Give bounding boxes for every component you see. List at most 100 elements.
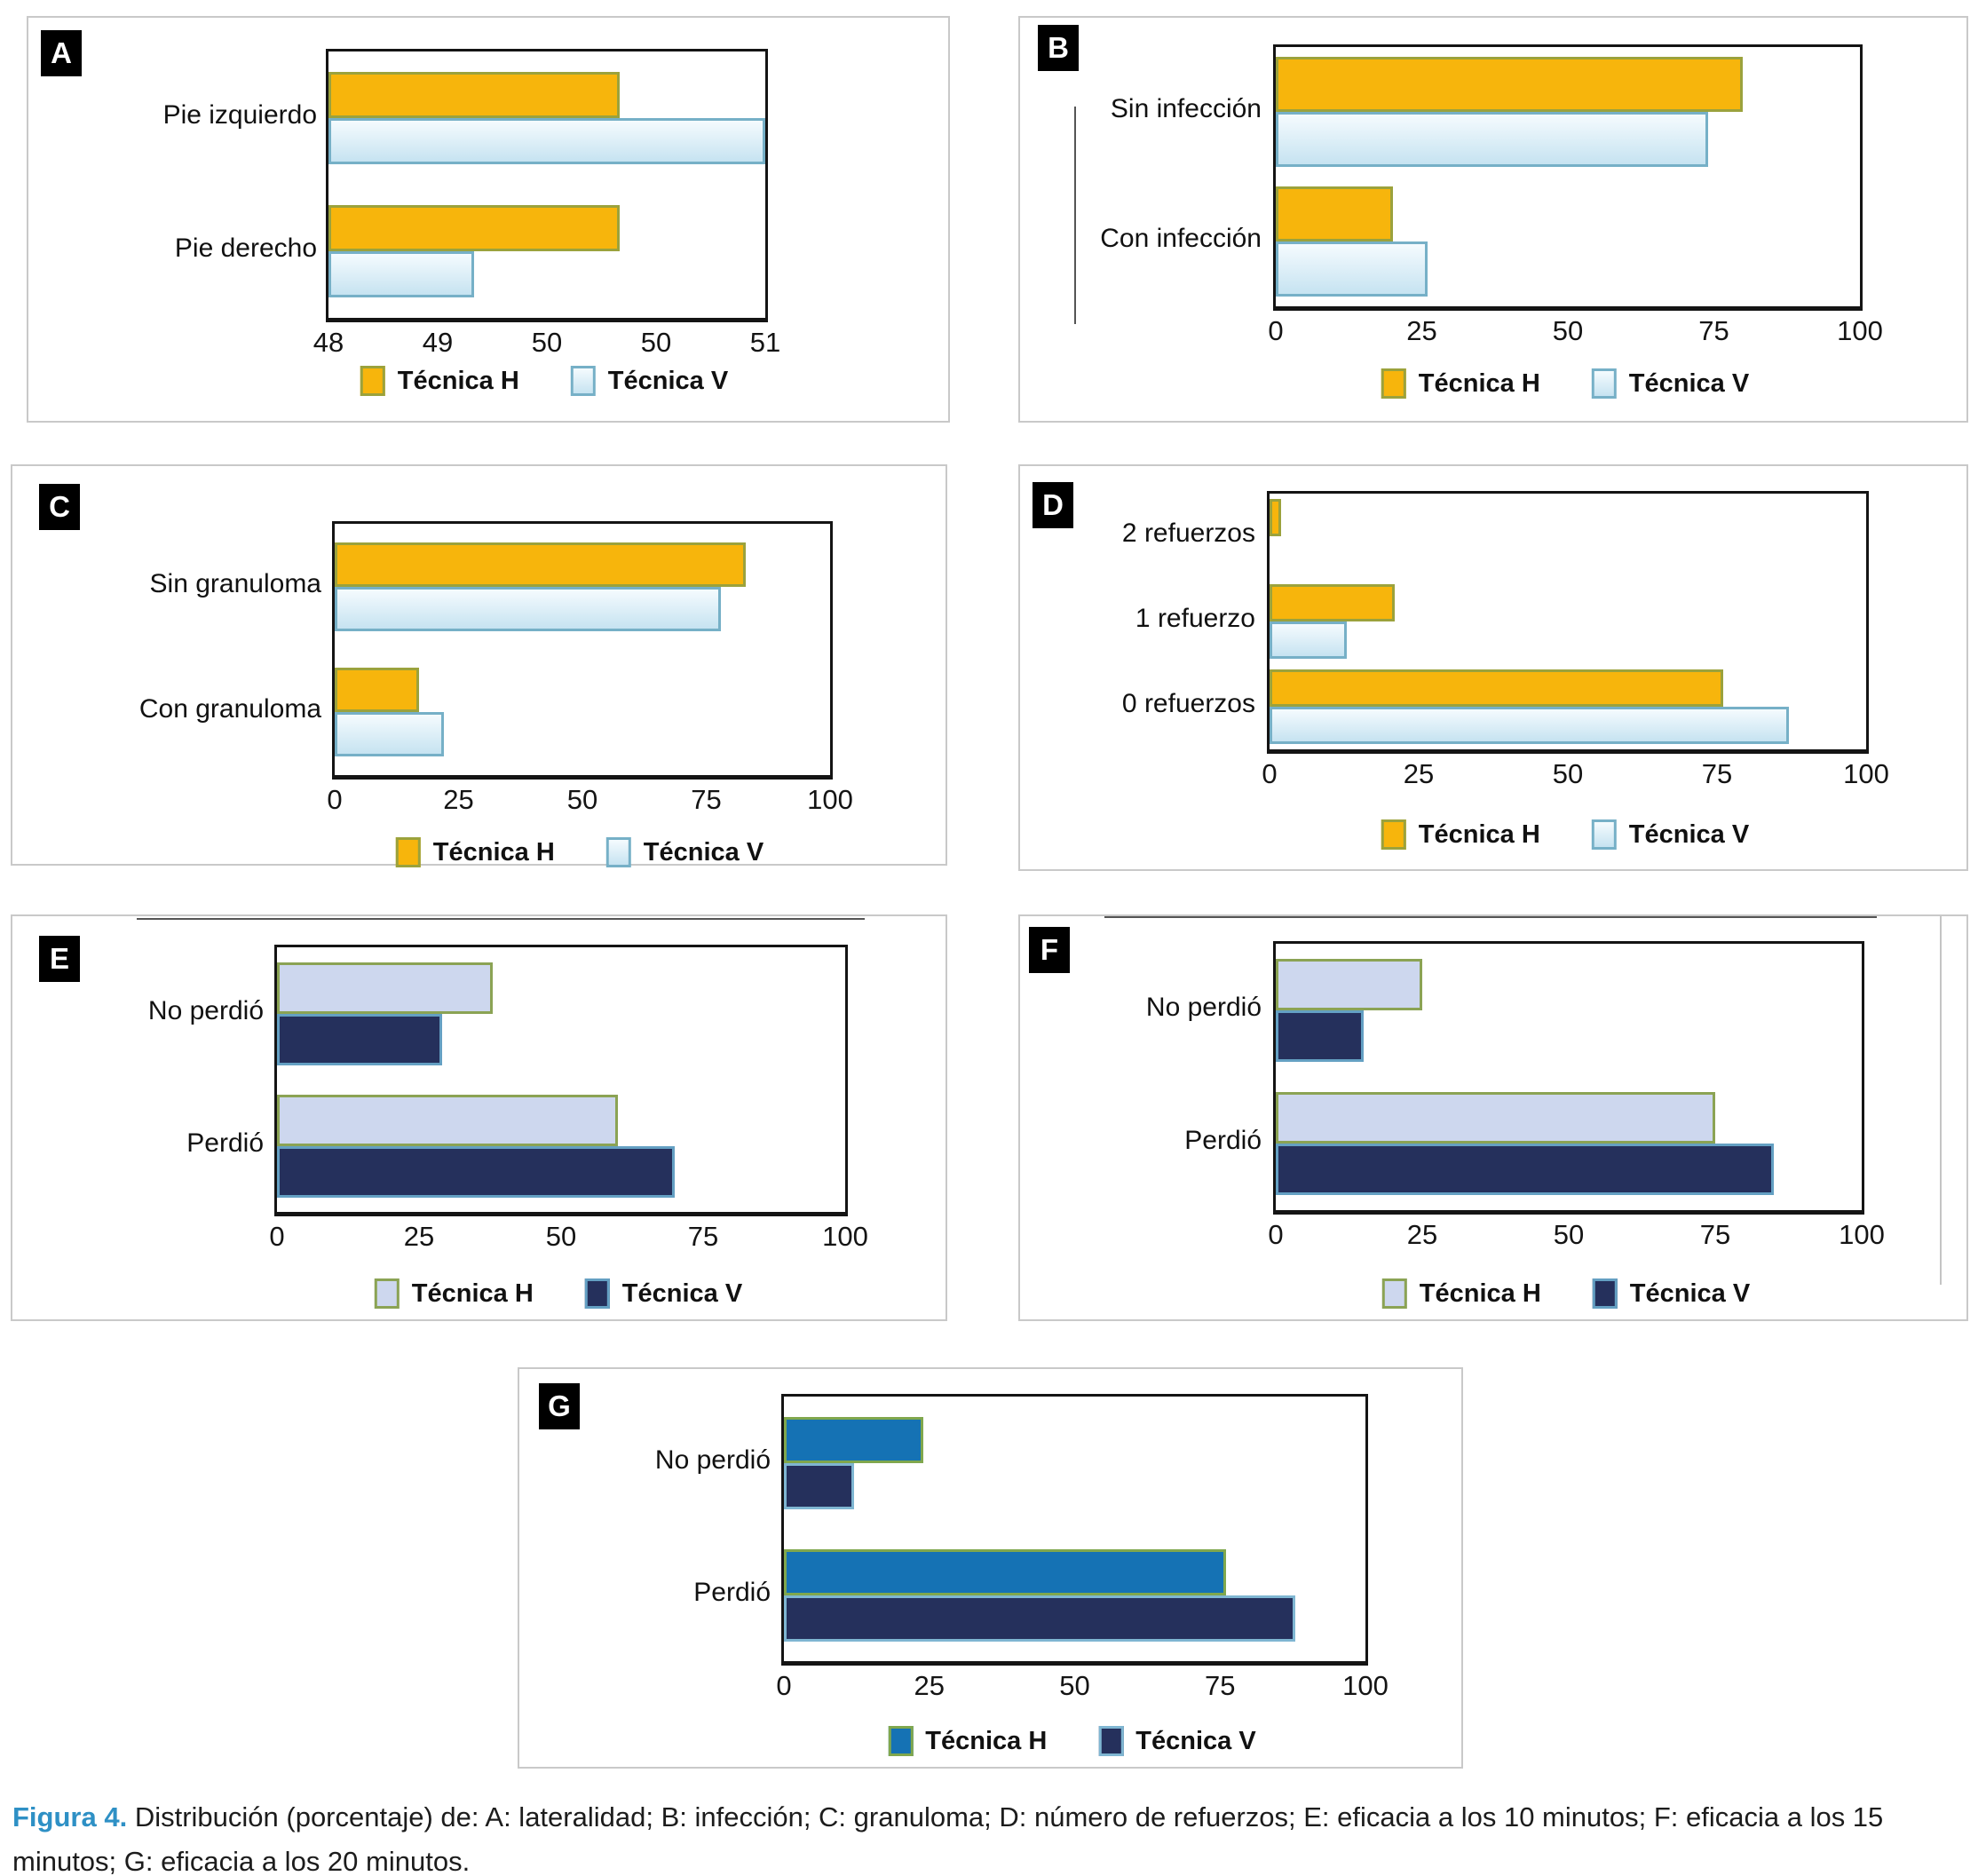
x-tick-label: 25 xyxy=(1403,758,1435,789)
bar-tecnica-v xyxy=(1276,1010,1364,1062)
legend-label-tecnica-h: Técnica H xyxy=(411,1278,534,1308)
x-tick-label: 25 xyxy=(1406,315,1437,346)
x-tick-label: 25 xyxy=(1406,1219,1438,1250)
legend-swatch-tecnica-h xyxy=(374,1278,400,1309)
x-tick-label: 100 xyxy=(807,784,853,815)
x-tick-label: 50 xyxy=(1552,758,1584,789)
bar-tecnica-v xyxy=(335,712,444,757)
bar-tecnica-h xyxy=(277,962,493,1014)
x-tick-label: 100 xyxy=(1342,1670,1389,1701)
bar-tecnica-h xyxy=(335,542,746,587)
bar-tecnica-v xyxy=(328,251,474,297)
x-tick-label: 100 xyxy=(822,1221,868,1252)
bar-tecnica-h xyxy=(784,1416,923,1463)
x-tick-label: 100 xyxy=(1843,758,1889,789)
legend-item-tecnica-v: Técnica V xyxy=(1591,819,1750,850)
legend-item-tecnica-h: Técnica H xyxy=(360,366,519,396)
x-tick-label: 75 xyxy=(687,1221,719,1252)
category-label: Perdió xyxy=(1184,1126,1262,1155)
x-tick-label: 50 xyxy=(1059,1670,1090,1701)
figure-caption: Figura 4. Distribución (porcentaje) de: … xyxy=(12,1795,1966,1876)
panel-a: A Pie izquierdo Pie derecho 48 49 50 50 51 Técni… xyxy=(27,16,950,423)
legend-swatch-tecnica-h xyxy=(1381,368,1406,399)
x-tick-label: 0 xyxy=(1268,1219,1284,1250)
legend-label-tecnica-v: Técnica V xyxy=(1135,1726,1256,1755)
bar-tecnica-v xyxy=(1270,621,1347,659)
bar-tecnica-h xyxy=(335,668,419,713)
legend-label-tecnica-v: Técnica V xyxy=(1628,819,1750,849)
bar-tecnica-v xyxy=(277,1145,675,1198)
legend-g: Técnica H Técnica V xyxy=(888,1726,1256,1756)
category-label: Con infección xyxy=(1100,224,1262,253)
legend-label-tecnica-v: Técnica V xyxy=(643,837,764,867)
legend-label-tecnica-h: Técnica H xyxy=(1419,1278,1541,1308)
x-tick-label: 75 xyxy=(1205,1670,1236,1701)
legend-a: Técnica H Técnica V xyxy=(360,366,728,396)
legend-d: Técnica H Técnica V xyxy=(1381,819,1749,850)
legend-label-tecnica-h: Técnica H xyxy=(1418,368,1540,398)
panel-letter-badge-d: D xyxy=(1033,482,1073,528)
x-tick-label: 75 xyxy=(1698,315,1729,346)
plot-area-d xyxy=(1267,491,1869,754)
legend-item-tecnica-h: Técnica H xyxy=(395,837,555,867)
legend-label-tecnica-h: Técnica H xyxy=(397,366,519,395)
x-tick-label: 0 xyxy=(269,1221,285,1252)
legend-swatch-tecnica-v xyxy=(1098,1726,1124,1756)
x-tick-label: 0 xyxy=(327,784,343,815)
legend-item-tecnica-v: Técnica V xyxy=(1592,1278,1751,1309)
plot-area-b xyxy=(1273,44,1863,311)
panel-letter-badge-f: F xyxy=(1029,927,1070,973)
bar-tecnica-h xyxy=(1276,57,1743,112)
x-tick-label: 51 xyxy=(749,327,781,358)
category-label: Con granuloma xyxy=(138,694,321,724)
panel-b: B Sin infección Con infección 0 25 50 75 100 Téc… xyxy=(1018,16,1968,423)
legend-swatch-tecnica-v xyxy=(570,366,596,396)
legend-item-tecnica-h: Técnica H xyxy=(1381,368,1540,399)
legend-swatch-tecnica-h xyxy=(888,1726,914,1756)
legend-label-tecnica-v: Técnica V xyxy=(1629,1278,1751,1308)
bar-tecnica-v xyxy=(1276,112,1708,167)
x-tick-label: 100 xyxy=(1839,1219,1885,1250)
legend-label-tecnica-h: Técnica H xyxy=(925,1726,1048,1755)
legend-item-tecnica-v: Técnica V xyxy=(1098,1726,1256,1756)
x-tick-label: 25 xyxy=(443,784,474,815)
x-tick-label: 75 xyxy=(1699,1219,1731,1250)
scan-artifact-line xyxy=(1074,107,1076,324)
plot-area-f xyxy=(1273,941,1864,1215)
scan-artifact-line xyxy=(1104,916,1877,918)
bar-tecnica-v xyxy=(328,118,765,164)
x-tick-label: 0 xyxy=(776,1670,792,1701)
bar-tecnica-v xyxy=(784,1462,854,1509)
legend-swatch-tecnica-h xyxy=(1381,819,1406,850)
legend-item-tecnica-h: Técnica H xyxy=(1381,819,1540,850)
x-tick-label: 100 xyxy=(1837,315,1883,346)
x-tick-label: 75 xyxy=(1701,758,1733,789)
category-label: Pie derecho xyxy=(174,234,317,263)
bar-tecnica-v xyxy=(277,1013,442,1065)
legend-swatch-tecnica-v xyxy=(605,837,631,867)
x-tick-label: 48 xyxy=(313,327,344,358)
figure-caption-label: Figura 4. xyxy=(12,1801,128,1832)
x-tick-label: 50 xyxy=(566,784,598,815)
x-tick-label: 50 xyxy=(545,1221,577,1252)
panel-letter-badge-c: C xyxy=(39,484,80,530)
legend-swatch-tecnica-v xyxy=(1591,368,1617,399)
legend-swatch-tecnica-v xyxy=(584,1278,610,1309)
x-tick-label: 50 xyxy=(531,327,563,358)
category-label: 1 refuerzo xyxy=(1135,604,1255,633)
panel-f: F No perdió Perdió 0 25 50 75 100 Técnica H Técni… xyxy=(1018,914,1968,1321)
panel-g: G No perdió Perdió 0 25 50 75 100 Técnica H Técni… xyxy=(518,1367,1463,1769)
plot-area-g xyxy=(781,1394,1368,1666)
x-tick-label: 50 xyxy=(1553,1219,1585,1250)
category-label: Pie izquierdo xyxy=(162,100,317,130)
legend-f: Técnica H Técnica V xyxy=(1381,1278,1751,1309)
bar-tecnica-v xyxy=(335,586,721,631)
category-label: 2 refuerzos xyxy=(1121,518,1255,548)
legend-item-tecnica-h: Técnica H xyxy=(374,1278,534,1309)
legend-label-tecnica-v: Técnica V xyxy=(607,366,729,395)
x-tick-label: 0 xyxy=(1268,315,1284,346)
legend-item-tecnica-v: Técnica V xyxy=(584,1278,742,1309)
scan-artifact-line xyxy=(137,918,865,920)
bar-tecnica-h xyxy=(1276,186,1393,241)
